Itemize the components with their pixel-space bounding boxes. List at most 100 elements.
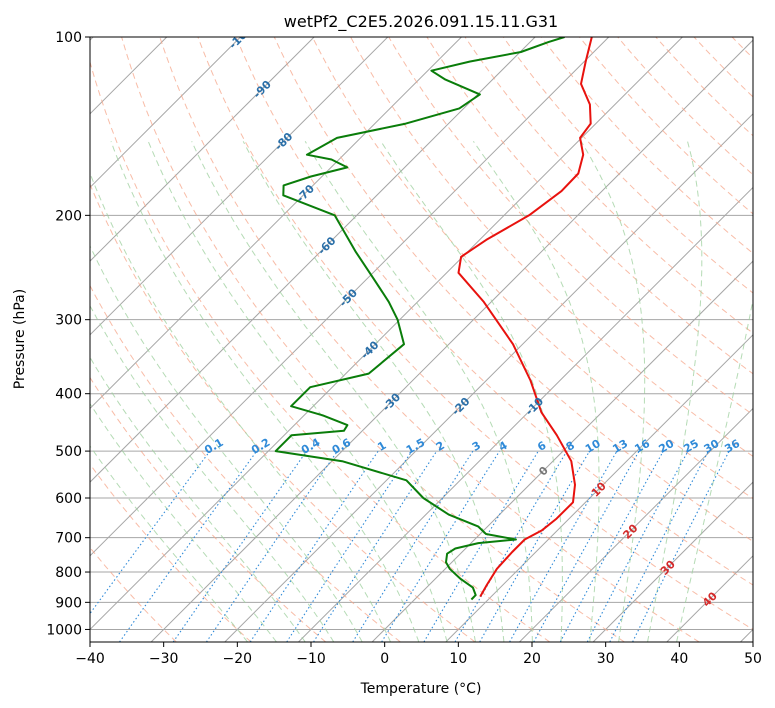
- mixing-ratio-line: [586, 450, 689, 642]
- y-tick-label: 200: [55, 208, 82, 224]
- moist-adiabat-line: [147, 141, 448, 642]
- isotherm-label: -60: [315, 234, 338, 257]
- isotherm-line: [90, 37, 241, 189]
- moist-adiabat-line: [304, 141, 533, 642]
- moist-adiabat-line: [110, 141, 420, 642]
- temperature-profile-line: [457, 37, 593, 598]
- moist-adiabat-line: [242, 141, 505, 642]
- moist-adiabat-line: [580, 141, 646, 642]
- mixing-ratio-line: [90, 450, 211, 615]
- y-tick-label: 700: [55, 531, 82, 547]
- y-tick-label: 300: [55, 313, 82, 329]
- mixing-ratio-line: [559, 450, 664, 642]
- dry-adiabat-line: [502, 37, 753, 294]
- y-axis-title: Pressure (hPa): [12, 289, 28, 389]
- moist-adiabat-line: [90, 244, 363, 642]
- x-tick-label: 20: [523, 651, 541, 667]
- x-tick-label: −20: [223, 651, 253, 667]
- mixing-ratio-label: 0.6: [330, 436, 354, 457]
- mixing-ratio-label: 36: [722, 437, 742, 456]
- isotherm-line: [150, 39, 753, 642]
- isotherm-line: [90, 37, 683, 631]
- isotherm-line: [224, 113, 753, 642]
- y-tick-label: 400: [55, 387, 82, 403]
- moist-adiabat-line: [90, 304, 335, 642]
- mixing-ratio-label: 10: [583, 437, 603, 456]
- dry-adiabat-line: [90, 463, 252, 642]
- dry-adiabat-line: [617, 37, 753, 176]
- moist-adiabat-line: [90, 445, 248, 642]
- isotherm-line: [90, 37, 389, 336]
- dry-adiabat-line: [90, 182, 476, 642]
- isotherm-line: [592, 481, 753, 642]
- moist-adiabat-line: [191, 141, 476, 642]
- isotherm-line: [90, 37, 610, 557]
- isotherm-line: [519, 407, 753, 642]
- isotherm-line: [90, 37, 315, 262]
- x-tick-label: −10: [296, 651, 326, 667]
- axis-ticks: −40 −30 −20 −10 0 10 20 30 40 50 100 200 300 400 500 60…: [46, 30, 762, 667]
- mixing-ratio-label: 30: [702, 437, 722, 456]
- dry-adiabat-line: [579, 37, 753, 215]
- moist-adiabat-line: [676, 297, 753, 642]
- dewpoint-profile-line: [274, 37, 565, 601]
- isotherm-label: 10: [589, 479, 609, 499]
- dry-adiabat-line: [159, 37, 700, 642]
- x-tick-label: 50: [744, 651, 762, 667]
- moist-adiabat-line: [90, 171, 391, 642]
- x-tick-label: −40: [75, 651, 105, 667]
- dry-adiabat-line: [655, 37, 753, 137]
- x-tick-label: 30: [597, 651, 615, 667]
- mixing-ratio-line: [119, 450, 258, 642]
- mixing-ratio-line: [352, 450, 474, 642]
- dry-adiabat-line: [90, 284, 401, 642]
- x-axis-title: Temperature (°C): [360, 681, 482, 697]
- mixing-ratio-line: [509, 450, 618, 642]
- mixing-ratio-line: [423, 450, 539, 642]
- mixing-ratio-line: [205, 450, 338, 642]
- mixing-ratio-line: [313, 450, 438, 642]
- isotherm-label: -90: [251, 78, 274, 101]
- y-tick-label: 800: [55, 565, 82, 581]
- dry-adiabat-line: [273, 37, 753, 542]
- mixing-ratio-line: [381, 450, 500, 642]
- dry-adiabat-line: [350, 37, 753, 457]
- y-tick-label: 600: [55, 491, 82, 507]
- mixing-ratio-line: [172, 450, 308, 642]
- plot-frame: [89, 36, 754, 643]
- dry-adiabat-line: [90, 376, 327, 642]
- mixing-ratio-label: 0.1: [202, 436, 225, 457]
- isotherm-label: 20: [620, 521, 640, 541]
- mixing-ratio-line: [286, 450, 413, 642]
- dry-adiabat-line: [90, 60, 551, 642]
- y-tick-label: 500: [55, 444, 82, 460]
- isotherm-line: [666, 555, 753, 642]
- moist-adiabat-line: [647, 141, 703, 642]
- x-tick-label: 40: [670, 651, 688, 667]
- dry-adiabat-line: [541, 37, 753, 254]
- isotherm-line: [371, 260, 753, 642]
- y-tick-label: 1000: [46, 622, 82, 638]
- moist-adiabat-line: [90, 402, 277, 642]
- x-tick-label: −30: [149, 651, 179, 667]
- moist-adiabat-line: [472, 141, 600, 642]
- mixing-ratio-line: [533, 450, 640, 642]
- isotherm-line: [90, 37, 462, 410]
- y-tick-label: 900: [55, 595, 82, 611]
- mixing-ratio-label: 0.2: [249, 436, 272, 457]
- mixing-ratio-label: 1.5: [404, 436, 427, 457]
- dry-adiabat-line: [121, 37, 625, 642]
- dry-adiabat-line: [311, 37, 753, 500]
- moist-adiabat-line: [380, 141, 563, 642]
- mixing-ratio-label: 20: [657, 437, 677, 456]
- mixing-ratio-label: 0.4: [299, 436, 323, 457]
- mixing-ratio-line: [454, 450, 568, 642]
- isotherm-line: [445, 334, 753, 642]
- plot-area: -100-90-80-70-60-50-40-30 -20 -10010203040…: [90, 37, 753, 642]
- dry-adiabat-line: [388, 37, 753, 416]
- dry-adiabat-line: [693, 37, 753, 98]
- isotherm-line: [740, 628, 753, 642]
- mixing-ratio-line: [479, 450, 591, 642]
